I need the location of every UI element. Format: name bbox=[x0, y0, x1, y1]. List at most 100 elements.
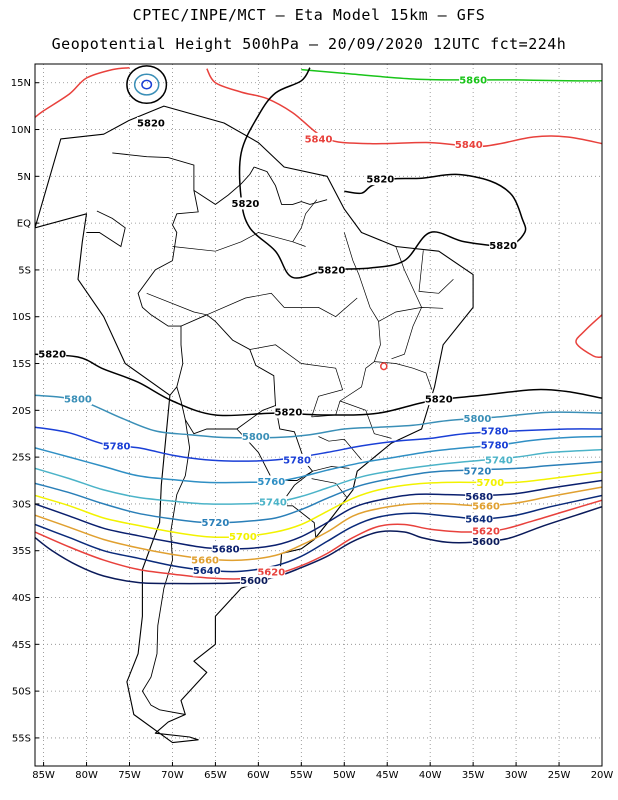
contour-label-bg bbox=[274, 406, 303, 419]
contour-label: 5780 bbox=[283, 455, 311, 466]
lat-tick-label: 50S bbox=[12, 687, 31, 698]
state-border bbox=[374, 361, 433, 390]
lat-tick-label: 20S bbox=[12, 406, 31, 417]
contour-label: 5680 bbox=[465, 492, 493, 503]
state-border bbox=[146, 292, 207, 316]
contour-labels: 5860 5840 5840 5820 5820 5820 5820 5820 5820 5820… bbox=[38, 73, 518, 587]
contour-label-bg bbox=[211, 542, 240, 555]
contour-5740 bbox=[35, 448, 602, 505]
contour-5840 bbox=[35, 66, 130, 118]
contour-label-bg bbox=[472, 525, 501, 538]
lon-tick-label: 55W bbox=[290, 770, 313, 781]
state-border bbox=[206, 292, 358, 318]
lon-tick-label: 75W bbox=[118, 770, 141, 781]
contour-label: 5660 bbox=[191, 556, 219, 567]
contour-label-bg bbox=[241, 430, 270, 443]
contour-label-bg bbox=[459, 73, 488, 86]
state-border bbox=[249, 344, 344, 418]
contour-label: 5820 bbox=[489, 241, 517, 252]
lat-tick-label: 35S bbox=[12, 546, 31, 557]
contour-label-bg bbox=[472, 499, 501, 512]
lon-tick-label: 20W bbox=[591, 770, 614, 781]
contour-label: 5740 bbox=[485, 455, 513, 466]
contour-label-bg bbox=[424, 393, 453, 406]
contour-label: 5820 bbox=[366, 175, 394, 186]
contour-5840 bbox=[206, 68, 602, 148]
state-border bbox=[395, 246, 422, 308]
state-border bbox=[339, 232, 381, 402]
contour-label-bg bbox=[228, 530, 257, 543]
contour-label-bg bbox=[480, 438, 509, 451]
contour-label-bg bbox=[465, 490, 494, 503]
lat-tick-label: 40S bbox=[12, 593, 31, 604]
closed-contour-5840 bbox=[380, 362, 388, 371]
country-border bbox=[137, 260, 184, 396]
lon-tick-label: 25W bbox=[548, 770, 571, 781]
contour-label: 5820 bbox=[275, 408, 303, 419]
map-title-line-1: CPTEC/INPE/MCT – Eta Model 15km – GFS bbox=[132, 6, 486, 24]
state-border bbox=[378, 307, 422, 322]
contour-label: 5780 bbox=[103, 441, 131, 452]
state-border bbox=[318, 436, 362, 461]
contour-label: 5820 bbox=[317, 265, 345, 276]
contour-label-bg bbox=[463, 412, 492, 425]
lon-tick-label: 50W bbox=[333, 770, 356, 781]
country-border bbox=[86, 210, 126, 248]
country-border bbox=[176, 314, 276, 435]
contour-label-bg bbox=[465, 512, 494, 525]
lat-tick-label: 10N bbox=[11, 125, 31, 136]
lon-tick-label: 60W bbox=[247, 770, 270, 781]
contour-label: 5700 bbox=[229, 532, 257, 543]
lon-tick-label: 80W bbox=[75, 770, 98, 781]
contour-label: 5640 bbox=[193, 566, 221, 577]
contour-label-bg bbox=[304, 132, 333, 145]
contour-5620 bbox=[35, 499, 602, 580]
contour-label: 5600 bbox=[240, 576, 268, 587]
contour-label: 5860 bbox=[459, 75, 487, 86]
contour-label-bg bbox=[63, 393, 92, 406]
lat-tick-label: 15S bbox=[12, 359, 31, 370]
contour-label-bg bbox=[257, 475, 286, 488]
state-border bbox=[391, 307, 444, 360]
contour-label: 5660 bbox=[472, 501, 500, 512]
contour-label: 5820 bbox=[232, 199, 260, 210]
lat-tick-label: 10S bbox=[12, 312, 31, 323]
contour-5860 bbox=[301, 68, 602, 82]
contour-label: 5800 bbox=[64, 395, 92, 406]
contour-label-bg bbox=[366, 173, 395, 186]
map-title-line-2: Geopotential Height 500hPa – 20/09/2020 … bbox=[51, 35, 567, 53]
closed-contour-5820 bbox=[126, 65, 168, 105]
state-border bbox=[339, 400, 392, 439]
contour-label: 5760 bbox=[257, 477, 285, 488]
contour-label-bg bbox=[317, 263, 346, 276]
lat-tick-label: 45S bbox=[12, 640, 31, 651]
contour-label: 5600 bbox=[472, 537, 500, 548]
contour-label-bg bbox=[454, 138, 483, 151]
contour-label: 5800 bbox=[242, 432, 270, 443]
contour-5820 bbox=[35, 353, 602, 417]
contour-label-bg bbox=[476, 476, 505, 489]
lat-tick-label: EQ bbox=[17, 219, 31, 230]
country-border bbox=[141, 419, 191, 715]
latitude-tick-labels: 15N 10N 5N EQ 5S 10S 15S 20S 25S 30S 35S 40S 45S 50S 5… bbox=[11, 78, 39, 744]
contour-5820 bbox=[238, 67, 527, 279]
country-border bbox=[112, 152, 199, 261]
closed-contour-5780 bbox=[141, 79, 153, 90]
plot-frame bbox=[34, 63, 603, 767]
lon-tick-label: 35W bbox=[462, 770, 485, 781]
contour-label: 5620 bbox=[257, 568, 285, 579]
country-border bbox=[193, 166, 255, 205]
contour-label: 5620 bbox=[472, 527, 500, 538]
state-border bbox=[418, 250, 454, 294]
contour-label-bg bbox=[472, 535, 501, 548]
contour-label-bg bbox=[463, 465, 492, 478]
contour-5660 bbox=[35, 486, 602, 562]
contour-5840 bbox=[575, 314, 602, 359]
contour-label-bg bbox=[192, 564, 221, 577]
contour-label: 5840 bbox=[455, 140, 483, 151]
lon-tick-label: 45W bbox=[376, 770, 399, 781]
contour-label: 5700 bbox=[476, 478, 504, 489]
lat-tick-label: 5N bbox=[17, 172, 31, 183]
lat-tick-label: 5S bbox=[18, 265, 31, 276]
